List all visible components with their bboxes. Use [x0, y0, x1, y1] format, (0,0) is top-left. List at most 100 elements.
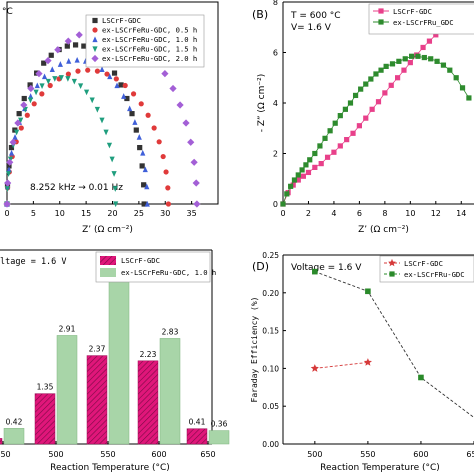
panel-a-point	[114, 82, 120, 89]
panel-b-point	[396, 58, 402, 64]
panel-b-point	[307, 157, 313, 163]
panel-b-point	[300, 173, 306, 179]
panel-b-legend: LSCrF-GDC ex-LSCrFRu_GDC	[368, 3, 474, 35]
panel-b-point	[288, 183, 294, 189]
panel-a-point	[24, 112, 30, 118]
panel-d-xtick-label: 650	[466, 450, 474, 459]
panel-a-point	[35, 69, 43, 78]
panel-d-xtick-label: 600	[413, 450, 428, 459]
panel-b-xtick-label: 8	[382, 209, 387, 218]
panel-a-point	[52, 76, 58, 82]
panel-a-point	[57, 61, 63, 67]
panel-a-point	[81, 43, 87, 49]
panel-a-legend-marker	[92, 17, 98, 24]
panel-a-legend-marker	[92, 46, 98, 53]
panel-b-point	[402, 56, 408, 62]
panel-b-xtick-label: 0	[280, 209, 285, 218]
panel-b-point	[433, 32, 439, 38]
panel-a-point	[44, 57, 52, 65]
panel-b-point	[342, 106, 348, 112]
panel-a-point	[113, 201, 119, 208]
panel-a-point	[130, 91, 137, 97]
panel-c-bar	[0, 438, 3, 445]
panel-a-point	[49, 66, 55, 73]
panel-a-point	[106, 142, 113, 149]
panel-c-condition: ltage = 1.6 V	[0, 257, 67, 267]
panel-a-point	[31, 101, 37, 107]
panel-b-point	[352, 92, 359, 99]
panel-b-ytick-label: 0	[273, 200, 278, 209]
panel-a-point	[39, 91, 45, 97]
panel-b-point	[409, 53, 415, 59]
panel-a-point	[145, 112, 151, 118]
panel-a-point	[187, 138, 195, 146]
panel-a-point	[64, 37, 72, 45]
panel-c-xtick-label: 650	[200, 450, 215, 459]
panel-a-legend-label: ex-LSCrFeRu-GDC, 0.5 h	[102, 26, 197, 35]
panel-b-point	[382, 90, 388, 96]
panel-b-point	[337, 143, 343, 149]
panel-a-point	[141, 201, 147, 207]
panel-c-bar-label: 2.83	[162, 327, 179, 336]
panel-a-point	[129, 111, 135, 117]
panel-a-legend-marker	[91, 54, 99, 63]
panel-a-point	[6, 158, 14, 166]
panel-b-point	[291, 177, 298, 183]
panel-d-ytick-label: 0.05	[262, 402, 279, 411]
panel-a-xtick-label: 15	[81, 209, 91, 218]
panel-c-bar-label: 2.37	[89, 345, 106, 354]
panel-a-point	[5, 171, 12, 177]
panel-b-point	[358, 86, 364, 92]
panel-a-point	[16, 111, 22, 117]
panel-c-bar-label: 0.42	[6, 417, 23, 426]
panel-d-line	[314, 361, 368, 369]
panel-b-point	[407, 60, 413, 66]
panel-a-legend-box	[85, 14, 205, 68]
panel-d-point	[310, 364, 319, 372]
panel-a: °C 0 5 10 15 20 25 30 35 Z’ (Ω cm⁻²) 8.252 kHz → 0…	[2, 1, 219, 235]
panel-a-point	[94, 68, 101, 74]
panel-b-legend-label: ex-LSCrFRu_GDC	[393, 18, 454, 27]
panel-b-xtick-label: 6	[357, 209, 362, 218]
panel-c-bar	[108, 267, 130, 445]
panel-a-point	[138, 101, 144, 107]
panel-c-bar	[159, 338, 181, 445]
panel-c-legend-label: ex-LSCrFeRu-GDC, 1.0 h	[121, 268, 216, 277]
panel-b-point	[299, 167, 305, 173]
panel-a-point	[47, 82, 53, 89]
panel-b-point	[312, 150, 318, 157]
panel-c-bar	[208, 430, 230, 445]
panel-a-point	[8, 144, 15, 151]
panel-d-legend-marker	[389, 271, 395, 277]
panel-a-point	[182, 119, 190, 127]
panel-b-point	[363, 115, 369, 121]
panel-b-point	[331, 149, 337, 155]
panel-d-legend-label: ex-LSCrFRu-GDC	[404, 270, 465, 279]
panel-a-xtick-label: 10	[55, 209, 65, 218]
panel-b-ytick-label: 4	[273, 99, 278, 108]
panel-b-point	[421, 54, 427, 61]
panel-a-point	[107, 73, 113, 80]
panel-c-bar-label: 0.36	[211, 420, 228, 429]
panel-a-point	[34, 82, 40, 89]
panel-c-xtick-label: 500	[48, 450, 63, 459]
panel-b-xlabel: Z’ (Ω cm⁻²)	[358, 225, 409, 235]
panel-d-ytick-label: 0.25	[262, 251, 279, 260]
panel-a-point	[140, 149, 146, 156]
panel-a-point	[144, 183, 150, 190]
panel-a-point	[65, 71, 71, 77]
panel-a-point	[39, 83, 45, 90]
panel-a-point	[163, 169, 169, 175]
panel-a-point	[41, 73, 48, 80]
panel-a-point	[160, 153, 166, 160]
panel-d-legend-label: LSCrF-GDC	[404, 259, 443, 268]
panel-b-point	[337, 113, 343, 119]
panel-b-point	[368, 76, 374, 82]
panel-b-point	[363, 81, 369, 87]
panel-d-point	[418, 374, 424, 381]
panel-d-series-0	[310, 358, 372, 372]
panel-b-series-0	[280, 9, 471, 207]
panel-a-point	[9, 138, 17, 146]
panel-a-point	[12, 134, 18, 140]
panel-b-ytick-label: 6	[273, 49, 278, 58]
